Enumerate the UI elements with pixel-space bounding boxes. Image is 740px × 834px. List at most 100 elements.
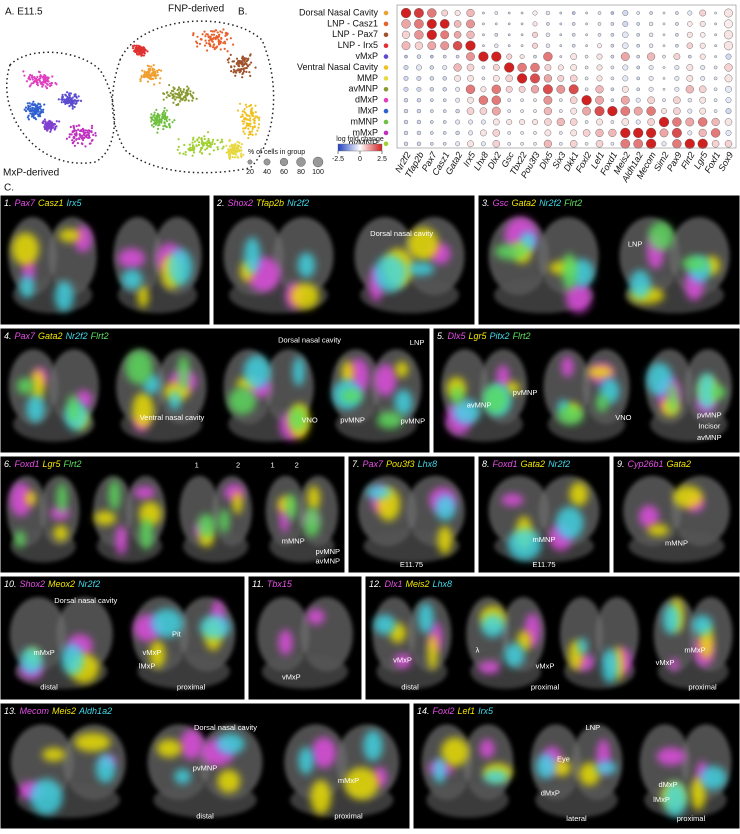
dot: [400, 7, 412, 19]
cell-point: [156, 127, 160, 130]
dot: [404, 54, 408, 59]
cell-point: [155, 117, 158, 120]
dot: [610, 43, 615, 48]
dot: [646, 127, 657, 138]
dot: [416, 75, 422, 81]
signal: [483, 384, 509, 414]
cell-point: [197, 143, 201, 147]
dot: [478, 51, 489, 62]
cell-point: [71, 96, 74, 99]
cell-point: [245, 57, 248, 60]
dot: [414, 30, 424, 40]
dot: [455, 119, 461, 125]
cell-point: [240, 143, 244, 146]
dot: [507, 109, 511, 113]
cell-point: [165, 120, 168, 123]
cell-point: [153, 121, 156, 124]
row-label: LNP - Pax7: [332, 29, 378, 39]
annotation: pvMNP: [340, 415, 365, 424]
signal: [711, 385, 726, 400]
cell-point: [211, 140, 214, 144]
cell-point: [176, 148, 179, 151]
cell-point: [190, 94, 193, 97]
cell-point: [256, 129, 259, 132]
annotation: mMxP: [33, 648, 54, 657]
cell-point: [246, 58, 250, 61]
cell-point: [243, 127, 246, 130]
panel-title: 14. Foxl2 Lef1 Irx5: [417, 706, 494, 716]
dot: [520, 131, 524, 135]
cell-point: [145, 71, 149, 74]
cell-point: [207, 139, 211, 142]
cell-point: [249, 74, 252, 77]
cell-point: [150, 74, 153, 77]
signal: [569, 482, 589, 507]
row-color-dot: [383, 54, 389, 59]
cell-point: [40, 81, 44, 84]
cell-point: [69, 92, 73, 95]
cell-point: [159, 69, 163, 72]
cell-point: [162, 125, 165, 128]
signal: [441, 737, 469, 767]
signal: [507, 528, 542, 561]
dot: [545, 43, 551, 48]
cell-point: [81, 142, 84, 146]
signal: [656, 747, 686, 766]
dot: [662, 33, 666, 37]
cell-point: [199, 148, 202, 152]
cell-point: [253, 121, 256, 124]
cell-point: [29, 112, 32, 115]
cell-point: [152, 72, 155, 75]
signal: [555, 506, 584, 540]
cell-point: [45, 128, 48, 131]
cell-point: [139, 80, 142, 83]
tissue: [183, 529, 249, 563]
panel-border: [212, 194, 476, 326]
cell-point: [177, 145, 180, 148]
cell-point: [155, 108, 158, 112]
dot: [673, 53, 681, 60]
annotation: VNO: [615, 413, 631, 422]
cell-point: [77, 137, 80, 140]
dot: [544, 118, 552, 126]
row-color-dot: [383, 32, 389, 38]
cell-point: [196, 45, 199, 48]
dot: [416, 86, 422, 92]
cell-point: [207, 39, 211, 42]
panel-title: 6. Foxd1 Lgr5 Flrt2: [4, 459, 82, 469]
signal: [58, 228, 81, 243]
signal: [681, 256, 707, 271]
dot: [439, 19, 450, 29]
dot: [597, 33, 602, 37]
cell-point: [43, 80, 46, 84]
cell-point: [238, 71, 241, 74]
annotation: mMNP: [282, 536, 305, 545]
dot: [520, 44, 524, 48]
annotation: proximal: [677, 814, 706, 823]
dot: [430, 98, 434, 102]
dot: [571, 11, 576, 15]
dot: [662, 87, 666, 91]
annotation: avMNP: [697, 433, 722, 442]
row-label: Ventral Nasal Cavity: [297, 62, 379, 72]
cell-point: [152, 114, 155, 118]
cell-point: [191, 146, 194, 150]
cell-point: [213, 43, 216, 46]
annotation: 2: [236, 460, 240, 469]
cell-point: [235, 69, 238, 72]
dot: [649, 11, 653, 15]
dot: [414, 19, 424, 29]
dot: [687, 21, 693, 27]
cell-point: [192, 151, 196, 154]
signal: [697, 372, 717, 410]
cell-point: [162, 127, 165, 131]
cell-point: [241, 115, 244, 118]
dot: [675, 43, 679, 48]
dot: [455, 97, 461, 103]
panel-border: [347, 455, 476, 574]
cell-point: [224, 42, 227, 45]
size-legend-dot: [247, 159, 253, 165]
annotation: distal: [196, 811, 214, 820]
panel-label: C.: [4, 183, 14, 194]
signal: [217, 769, 241, 793]
